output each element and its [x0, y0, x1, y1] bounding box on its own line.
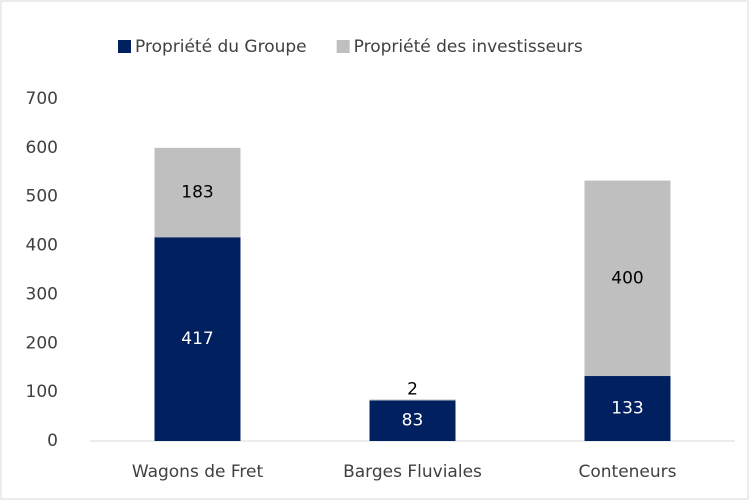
- y-tick-label: 700: [26, 89, 58, 109]
- bar-segment: [584, 180, 671, 377]
- data-label: 400: [611, 268, 643, 288]
- y-tick-label: 100: [26, 382, 58, 402]
- bar-segment: [369, 400, 456, 441]
- y-tick-label: 0: [47, 431, 58, 451]
- bar-segment: [154, 147, 241, 238]
- bar-segment: [369, 399, 456, 401]
- y-tick-label: 400: [26, 236, 58, 256]
- data-label: 183: [181, 183, 213, 203]
- legend-swatch: [118, 40, 131, 53]
- data-label: 83: [402, 411, 424, 431]
- x-tick-label: Conteneurs: [578, 462, 676, 482]
- y-tick-label: 500: [26, 187, 58, 207]
- data-label: 2: [407, 379, 418, 399]
- bar-segment: [584, 376, 671, 441]
- data-label: 417: [181, 329, 213, 349]
- data-label: 133: [611, 399, 643, 419]
- legend-label: Propriété des investisseurs: [354, 37, 583, 57]
- legend-swatch: [336, 40, 350, 53]
- y-tick-label: 600: [26, 138, 58, 158]
- legend-label: Propriété du Groupe: [135, 37, 307, 57]
- x-tick-label: Barges Fluviales: [343, 462, 482, 482]
- y-tick-label: 200: [26, 333, 58, 353]
- x-tick-label: Wagons de Fret: [132, 462, 264, 482]
- y-tick-label: 300: [26, 284, 58, 304]
- bar-segment: [154, 237, 241, 441]
